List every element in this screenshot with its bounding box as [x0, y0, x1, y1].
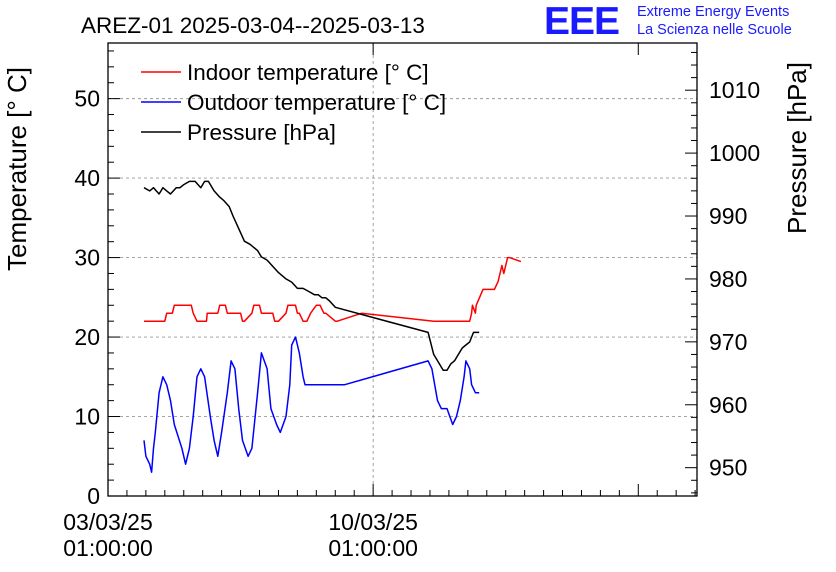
y2-axis-title: Pressure [hPa]	[782, 62, 812, 234]
series-layer	[143, 180, 522, 473]
x-tick-label-date: 03/03/25	[63, 509, 153, 535]
y-tick-label: 40	[74, 165, 100, 191]
logo-line-1: Extreme Energy Events	[637, 4, 790, 20]
y-tick-label: 50	[74, 86, 100, 112]
y2-tick-label: 1000	[709, 140, 760, 166]
plot-frame	[107, 42, 698, 497]
logo-subtitle: Extreme Energy Events La Scienza nelle S…	[637, 3, 792, 39]
eee-logo: EEE	[544, 0, 620, 43]
x-tick-label-time: 01:00:00	[328, 535, 418, 561]
axes: 0 10 20 30 40 50 950 960 970 980 990 1000 1010 03/03/…	[63, 43, 760, 561]
series-line-2	[143, 180, 480, 371]
legend-label-2: Pressure [hPa]	[187, 120, 336, 145]
y2-tick-label: 960	[709, 392, 747, 418]
series-line-1	[143, 336, 480, 473]
legend: Indoor temperature [° C] Outdoor temperat…	[141, 60, 446, 145]
y-tick-label: 30	[74, 245, 100, 271]
y2-tick-label: 1010	[709, 77, 760, 103]
y2-tick-label: 970	[709, 329, 747, 355]
y2-tick-label: 980	[709, 266, 747, 292]
x-tick-label-time: 01:00:00	[63, 535, 153, 561]
grid	[108, 43, 697, 496]
y2-tick-label: 990	[709, 203, 747, 229]
y2-tick-label: 950	[709, 455, 747, 481]
chart-title: AREZ-01 2025-03-04--2025-03-13	[81, 13, 425, 38]
series-line-0	[144, 256, 522, 322]
legend-label-0: Indoor temperature [° C]	[187, 60, 429, 85]
y-tick-label: 0	[87, 483, 100, 509]
x-tick-label-date: 10/03/25	[328, 509, 418, 535]
logo-line-2: La Scienza nelle Scuole	[637, 22, 792, 38]
legend-label-1: Outdoor temperature [° C]	[187, 90, 446, 115]
y-tick-label: 10	[74, 404, 100, 430]
y-tick-label: 20	[74, 324, 100, 350]
y-axis-title: Temperature [° C]	[2, 67, 32, 271]
